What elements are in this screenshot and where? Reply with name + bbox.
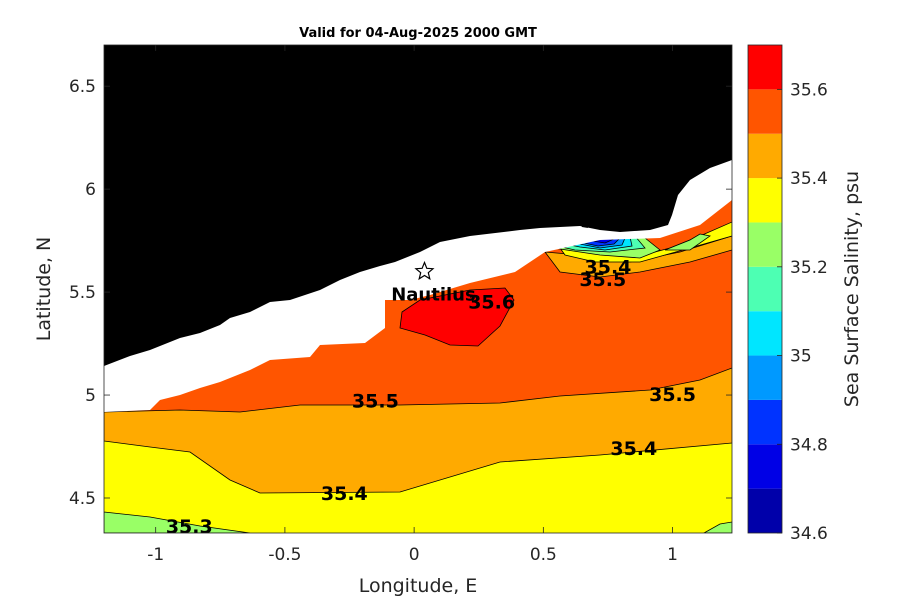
- colorbar-frame: [747, 44, 783, 534]
- contour-label: 35.4: [610, 438, 657, 460]
- colorbar-swatch: [748, 222, 782, 267]
- y-tick-label: 5: [85, 386, 96, 406]
- colorbar-swatch: [748, 89, 782, 134]
- salinity-band-35.2-35.3-wedge: [664, 233, 711, 251]
- land-mass: [104, 45, 732, 366]
- colorbar-swatch: [748, 266, 782, 312]
- y-axis: 4.5 5 5.5 6 6.5: [69, 77, 732, 509]
- contour-label: 35.5: [352, 390, 399, 412]
- y-axis-label: Latitude, N: [33, 237, 55, 342]
- colorbar: 34.6 34.8 35 35.2 35.4 35.6: [747, 44, 828, 544]
- salinity-band-35.2-35.3: [104, 511, 251, 533]
- x-tick-label: 1: [667, 545, 678, 565]
- colorbar-tick-label: 35: [790, 347, 812, 367]
- chart-title: Valid for 04-Aug-2025 2000 GMT: [299, 26, 537, 41]
- colorbar-swatch: [748, 399, 782, 445]
- y-tick-label: 6: [85, 180, 96, 200]
- colorbar-tick-label: 35.6: [790, 80, 828, 100]
- plot-frame: [103, 44, 733, 534]
- colorbar-swatch: [748, 311, 782, 356]
- colorbar-tick-label: 35.2: [790, 258, 828, 278]
- x-axis-label: Longitude, E: [359, 575, 478, 597]
- salinity-band-35.2-35.3-east: [703, 521, 732, 533]
- plot-area: 35.635.5 35.535.535.435.435.435.3 Nautilu…: [104, 45, 732, 538]
- contour-label: 35.4: [321, 483, 368, 505]
- site-markers: Nautilus: [391, 260, 476, 305]
- colorbar-swatch: [748, 488, 782, 533]
- x-axis: -1 -0.5 0 0.5 1: [147, 45, 678, 565]
- colorbar-tick-label: 34.6: [790, 524, 828, 544]
- colorbar-tick-label: 35.4: [790, 169, 828, 189]
- colorbar-swatch: [748, 444, 782, 489]
- salinity-band-35.6-35.7: [399, 287, 515, 347]
- x-tick-label: 0: [409, 545, 420, 565]
- contour-label: 35.3: [166, 516, 213, 538]
- colorbar-tick-label: 34.8: [790, 435, 828, 455]
- contour-label: 35.6: [468, 292, 515, 314]
- star-icon: [414, 260, 435, 281]
- island: [578, 220, 588, 228]
- site-label: Nautilus: [391, 284, 476, 305]
- y-tick-label: 5.5: [69, 283, 96, 303]
- contour-label: 35.5: [649, 384, 696, 406]
- colorbar-label: Sea Surface Salinity, psu: [841, 171, 863, 407]
- x-tick-label: 0.5: [530, 545, 557, 565]
- contour-label: 35.5: [579, 269, 626, 291]
- colorbar-swatch: [748, 133, 782, 179]
- colorbar-swatch: [748, 178, 782, 223]
- y-tick-label: 4.5: [69, 489, 96, 509]
- x-tick-label: -0.5: [268, 545, 301, 565]
- x-tick-label: -1: [147, 545, 164, 565]
- y-tick-label: 6.5: [69, 77, 96, 97]
- contour-labels: 35.635.5 35.535.535.435.435.435.3: [166, 257, 696, 538]
- contour-label: 35.4: [585, 257, 632, 279]
- colorbar-swatch: [748, 45, 782, 90]
- colorbar-swatch: [748, 355, 782, 400]
